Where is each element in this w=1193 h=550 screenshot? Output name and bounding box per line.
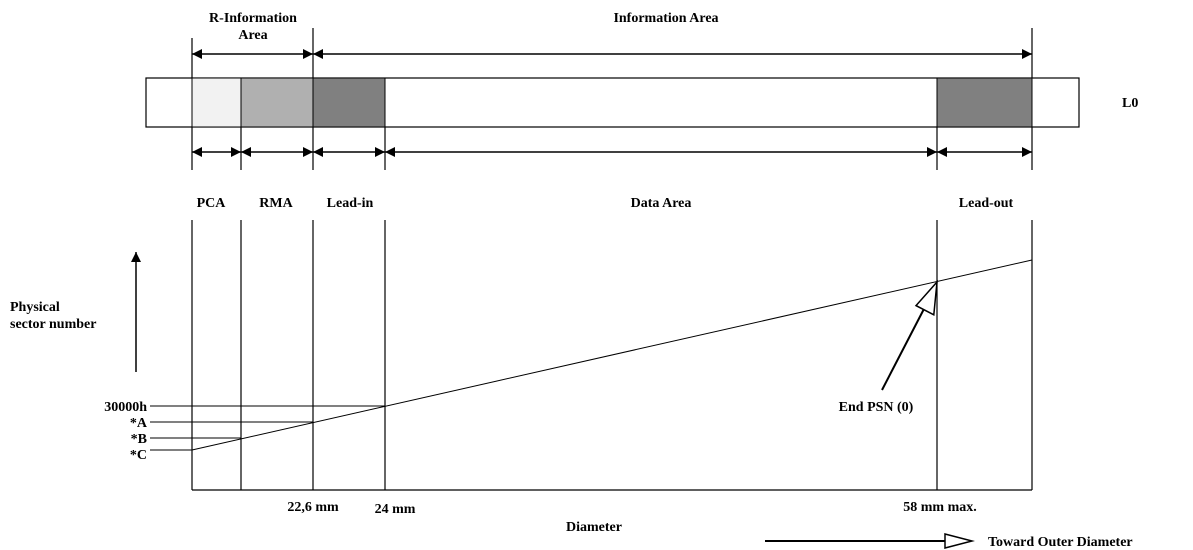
r-information-area-label-line1: R-Information <box>209 11 297 26</box>
y-axis-label-line2: sector number <box>10 317 96 332</box>
lead-out-segment <box>936 77 1033 128</box>
outer-diameter-arrow <box>765 533 975 549</box>
information-area-label: Information Area <box>613 11 718 26</box>
pca-segment <box>191 77 242 128</box>
psn-line <box>191 259 1033 451</box>
toward-outer-diameter-label: Toward Outer Diameter <box>988 535 1133 550</box>
lower-boundary-lines <box>191 220 1033 490</box>
lead-in-label: Lead-in <box>327 196 374 211</box>
psn-b-label: *B <box>131 432 147 447</box>
end-psn-pointer <box>881 279 938 391</box>
tick-24mm: 24 mm <box>375 502 416 517</box>
rma-label: RMA <box>259 196 293 211</box>
y-axis-label-line1: Physical <box>10 300 60 315</box>
end-psn-label: End PSN (0) <box>839 400 914 415</box>
psn-c-label: *C <box>130 448 147 463</box>
data-area-label: Data Area <box>631 196 692 211</box>
mid-boundary-ticks <box>191 127 1033 170</box>
diameter-label: Diameter <box>566 520 622 535</box>
r-information-area-label-line2: Area <box>238 28 267 43</box>
top-boundary-lines <box>191 28 1033 78</box>
lead-in-segment <box>312 77 386 128</box>
tick-22-6mm: 22,6 mm <box>287 500 339 515</box>
lead-out-label: Lead-out <box>959 196 1014 211</box>
pca-label: PCA <box>197 196 227 211</box>
rma-segment <box>240 77 314 128</box>
layer-label: L0 <box>1122 96 1138 111</box>
tick-58mm-max: 58 mm max. <box>903 500 977 515</box>
psn-reference-lines <box>150 405 385 451</box>
psn-a-label: *A <box>130 416 148 431</box>
psn-30000h-label: 30000h <box>104 400 147 415</box>
